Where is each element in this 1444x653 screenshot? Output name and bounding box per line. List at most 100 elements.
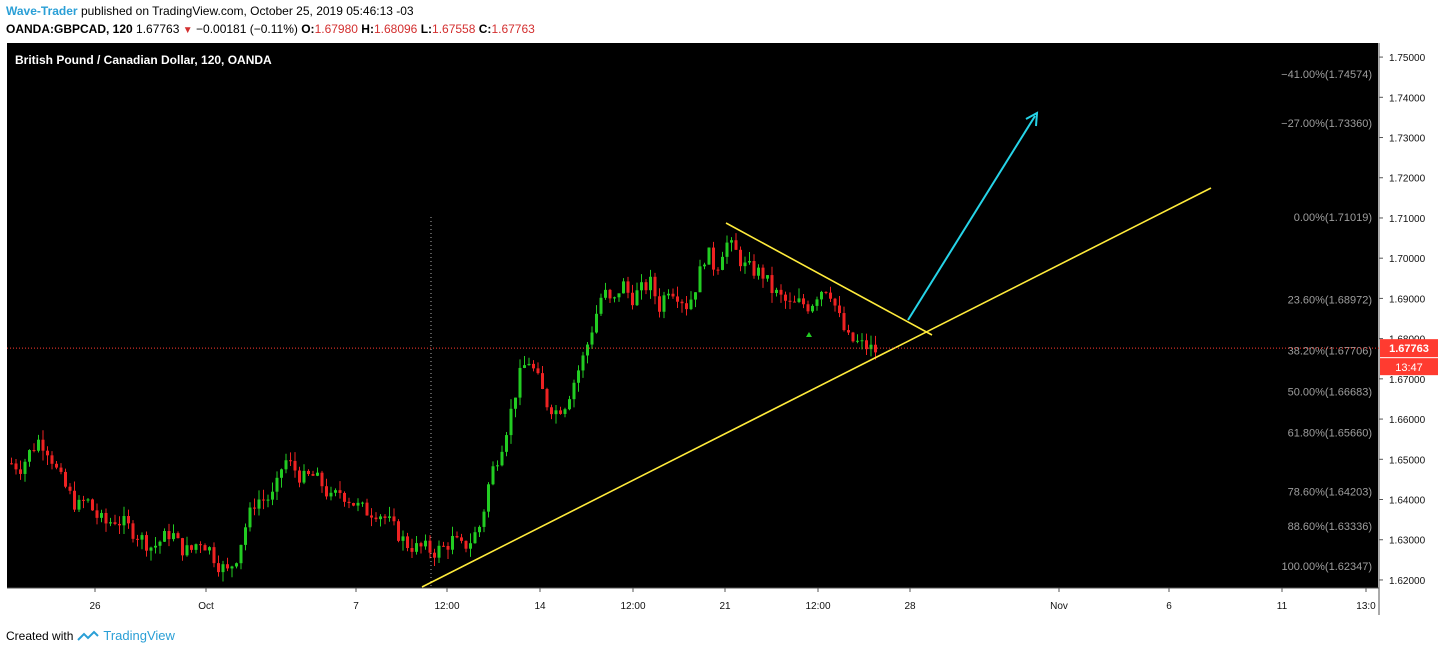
candle-body — [784, 294, 787, 301]
close-label: C: — [478, 22, 492, 36]
candle-body — [392, 516, 396, 522]
candle-body — [491, 466, 495, 485]
fib-level-label: 38.20%(1.67706) — [1288, 345, 1372, 357]
candle-body — [842, 313, 846, 331]
candle-body — [680, 301, 684, 304]
candle-body — [721, 256, 724, 270]
candle-body — [545, 388, 549, 408]
fib-level-label: 61.80%(1.65660) — [1288, 428, 1372, 440]
countdown-badge — [1380, 358, 1438, 376]
candle-body — [523, 365, 526, 368]
y-tick-label: 1.73000 — [1389, 134, 1426, 145]
candle-body — [244, 527, 247, 545]
candle-body — [343, 492, 346, 502]
candle-body — [311, 474, 315, 476]
candle-body — [442, 545, 445, 547]
candle-body — [851, 332, 855, 342]
low-label: L: — [420, 22, 433, 36]
candle-body — [338, 490, 342, 493]
candle-body — [280, 469, 283, 478]
close-value: 1.67763 — [491, 22, 535, 36]
candle-body — [172, 533, 175, 540]
ascending-trendline[interactable] — [421, 187, 1212, 588]
x-tick-label: 6 — [1166, 601, 1172, 612]
candle-body — [307, 470, 310, 475]
candle-body — [109, 522, 112, 524]
candle-body — [613, 297, 616, 299]
candle-body — [622, 281, 625, 294]
candle-body — [320, 472, 324, 487]
y-tick-label: 1.75000 — [1389, 53, 1426, 64]
created-with-label: Created with — [6, 628, 74, 643]
candle-body — [32, 450, 36, 452]
x-tick-label: 13:0 — [1356, 601, 1376, 612]
published-text: published on TradingView.com, October 25… — [80, 4, 414, 18]
x-tick-label: 14 — [534, 601, 546, 612]
author-link[interactable]: Wave-Trader — [6, 4, 78, 18]
candle-body — [28, 450, 31, 462]
candle-body — [82, 499, 85, 501]
candle-body — [532, 363, 535, 369]
candle-body — [757, 267, 760, 276]
candle-body — [838, 305, 841, 314]
y-tick-label: 1.70000 — [1389, 254, 1426, 265]
open-value: 1.67980 — [314, 22, 358, 36]
candle-body — [631, 292, 634, 306]
candle-body — [482, 511, 486, 527]
candle-body — [361, 502, 364, 504]
open-label: O: — [301, 22, 315, 36]
candle-body — [100, 512, 103, 518]
candle-body — [55, 463, 58, 468]
candle-body — [95, 510, 99, 518]
candle-body — [41, 439, 45, 451]
candle-body — [676, 296, 679, 302]
candle-body — [599, 297, 603, 314]
candle-body — [577, 370, 580, 383]
candle-body — [104, 512, 108, 524]
candle-body — [734, 240, 738, 250]
candle-body — [14, 463, 18, 470]
candle-body — [19, 469, 22, 474]
candle-body — [527, 363, 531, 366]
candle-body — [635, 290, 639, 306]
candle-body — [626, 281, 630, 293]
candle-body — [824, 291, 828, 293]
tradingview-brand-link[interactable]: TradingView — [103, 628, 175, 643]
candle-body — [811, 305, 814, 312]
descending-trendline[interactable] — [725, 222, 933, 336]
candle-body — [316, 472, 319, 476]
candle-body — [793, 301, 796, 303]
last-price: 1.67763 — [136, 22, 180, 36]
candle-body — [806, 304, 810, 312]
candle-body — [473, 532, 477, 544]
candle-body — [163, 531, 166, 542]
candle-body — [181, 538, 184, 556]
candle-body — [275, 477, 279, 492]
candle-body — [271, 491, 274, 500]
candle-body — [856, 340, 859, 342]
projection-arrow-line[interactable] — [907, 115, 1036, 321]
fib-level-label: −41.00%(1.74574) — [1281, 69, 1372, 81]
candle-body — [869, 344, 873, 350]
candle-body — [86, 499, 90, 501]
x-tick-label: Oct — [198, 601, 214, 612]
candle-body — [640, 282, 643, 291]
candle-body — [865, 340, 868, 350]
candle-body — [68, 486, 72, 491]
candle-body — [455, 535, 459, 538]
down-triangle-icon: ▼ — [182, 25, 193, 36]
candle-body — [59, 467, 63, 472]
last-price-label: 1.67763 — [1389, 343, 1429, 355]
candle-body — [424, 540, 427, 547]
price-change: −0.00181 (−0.11%) — [196, 22, 298, 36]
time-axis-background — [7, 588, 1437, 615]
candle-body — [446, 546, 450, 550]
fib-level-label: 88.60%(1.63336) — [1288, 521, 1372, 533]
candle-body — [667, 293, 670, 296]
candle-body — [514, 397, 517, 409]
y-tick-label: 1.62000 — [1389, 576, 1426, 587]
tradingview-logo-icon — [77, 630, 100, 641]
candle-body — [221, 564, 225, 573]
candle-body — [397, 521, 400, 541]
